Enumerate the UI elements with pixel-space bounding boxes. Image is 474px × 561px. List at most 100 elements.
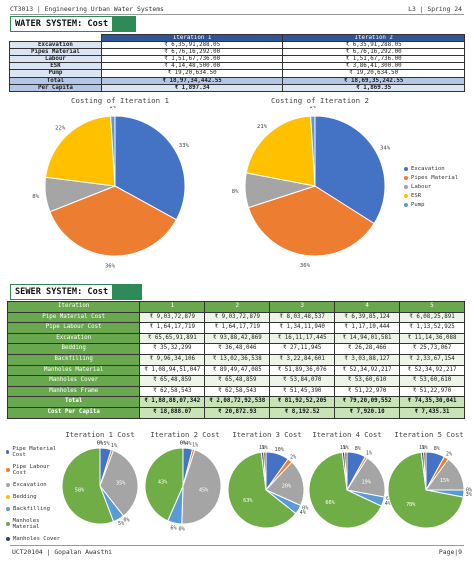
- sewer-column-header: 3: [269, 301, 336, 313]
- water-cell: ₹ 3,86,41,300.00: [282, 62, 465, 71]
- pie-data-label: 1%: [192, 442, 199, 448]
- legend-swatch: [6, 483, 10, 487]
- pie-data-label: 8%: [434, 446, 441, 452]
- pie-slice: [344, 451, 348, 491]
- sewer-row-label: Manholes Frame: [6, 385, 141, 398]
- sewer-pie-2-title: Iteration 2 Cost: [150, 430, 220, 439]
- water-table-header: Iteration 1 Iteration 2: [9, 33, 465, 43]
- sewer-cell: ₹ 35,32,299: [139, 343, 206, 355]
- sewer-cell: ₹ 81,92,52,205: [269, 396, 336, 408]
- sewer-row-label: Pipe Material Cost: [6, 311, 141, 324]
- sewer-pie-1-title: Iteration 1 Cost: [65, 430, 135, 439]
- pie-data-label: 6%: [170, 526, 177, 532]
- legend-entry: Pipes Material: [404, 175, 458, 181]
- legend-swatch: [6, 537, 10, 541]
- water-cell: ₹ 1,51,67,736.00: [100, 55, 284, 64]
- pie-slice: [181, 449, 222, 525]
- sewer-cell: ₹ 11,14,36,088: [399, 332, 465, 345]
- legend-swatch: [404, 194, 408, 198]
- water-cell: ₹ 1,51,67,736.00: [282, 55, 465, 64]
- water-cell: ₹ 19,20,634.50: [282, 69, 465, 78]
- water-pie-2-title: Costing of Iteration 2: [271, 96, 369, 105]
- sewer-cell: ₹ 51,89,36,076: [269, 364, 336, 377]
- pie-data-label: 43%: [158, 479, 168, 485]
- pie-slice: [387, 451, 464, 529]
- legend-entry: Pipe Material Cost: [6, 446, 64, 458]
- table-row: Bedding ₹ 35,32,299 ₹ 36,48,046 ₹ 27,11,945…: [6, 343, 465, 355]
- sewer-cell: ₹ 93,88,42,869: [204, 332, 271, 345]
- pie-data-label: 36%: [300, 263, 311, 269]
- table-row: Manholes Frame ₹ 62,58,543 ₹ 62,58,543 ₹ 51…: [6, 385, 465, 398]
- sewer-row-label: Pipe Labour Cost: [6, 322, 141, 334]
- sewer-pie-chart-4: 8%1%19%0%4%66%1%1%: [308, 445, 393, 529]
- pie-slice: [245, 115, 316, 187]
- pie-data-label: 1%: [422, 445, 429, 451]
- table-row: Labour ₹ 1,51,67,736.00 ₹ 1,51,67,736.00: [9, 55, 465, 64]
- sewer-pie-chart-3: 10%2%20%0%4%63%1%1%: [227, 445, 309, 529]
- sewer-cell: ₹ 9,03,72,879: [204, 311, 271, 324]
- pie-slice: [110, 115, 116, 187]
- legend-swatch: [6, 468, 10, 472]
- table-row: Excavation ₹ 65,65,91,891 ₹ 93,88,42,869 ₹ …: [6, 332, 465, 345]
- water-cell: ₹ 6,76,16,292.00: [100, 48, 284, 57]
- footer-page: Page|9: [438, 548, 462, 556]
- water-cost-table: Iteration 1 Iteration 2 Excavation ₹ 6,35,9…: [9, 33, 465, 92]
- sewer-cell: ₹ 1,13,52,925: [399, 322, 465, 334]
- sewer-cell: ₹ 1,88,88,07,342: [139, 396, 206, 408]
- pie-slice: [346, 457, 386, 498]
- pie-data-label: 63%: [243, 498, 253, 504]
- pie-data-label: 0%: [97, 441, 104, 447]
- water-row-label: Total: [9, 76, 102, 85]
- legend-entry: Backfilling: [6, 506, 64, 512]
- sewer-row-label: Backfilling: [6, 353, 141, 366]
- sewer-cell: ₹ 65,48,859: [204, 375, 271, 387]
- sewer-cell: ₹ 13,02,36,538: [204, 353, 271, 366]
- sewer-row-label: Manholes Material: [6, 364, 141, 377]
- sewer-cost-table: Iteration 1 2 3 4 5 Pipe Material Cost ₹ 9,03,7…: [6, 301, 465, 419]
- sewer-cell: ₹ 14,94,01,581: [334, 332, 401, 345]
- pie-data-label: 0%: [97, 441, 104, 447]
- water-row-label: Pump: [9, 69, 102, 78]
- pie-data-label: 2%: [446, 451, 453, 457]
- legend-label: Excavation: [13, 482, 47, 488]
- water-section-title: WATER SYSTEM: Cost: [11, 17, 113, 31]
- pie-slice: [144, 447, 184, 522]
- table-row: Total ₹ 18,97,34,442.55 ₹ 18,69,35,242.55: [9, 76, 465, 85]
- sewer-cell: ₹ 9,03,72,879: [139, 311, 206, 324]
- legend-entry: Labour: [404, 184, 458, 190]
- pie-data-label: 22%: [55, 126, 66, 132]
- header-divider: [10, 14, 464, 15]
- sewer-cell: ₹ 8,03,48,537: [269, 311, 336, 324]
- pie-data-label: 45%: [199, 487, 209, 493]
- sewer-column-header: 1: [139, 301, 206, 313]
- table-row: Pump ₹ 19,20,634.50 ₹ 19,20,634.50: [9, 69, 465, 78]
- sewer-cell: ₹ 52,34,92,217: [399, 364, 465, 377]
- table-row: Per Capita ₹ 1,897.34 ₹ 1,869.35: [9, 83, 465, 92]
- pie-data-label: 58%: [75, 488, 85, 494]
- sewer-column-header: 4: [334, 301, 401, 313]
- water-column-header: Iteration 2: [282, 33, 465, 43]
- water-row-label: Per Capita: [9, 83, 102, 92]
- sewer-cell: ₹ 1,08,94,51,047: [139, 364, 206, 377]
- pie-data-label: 10%: [274, 447, 284, 453]
- sewer-column-header: 5: [399, 301, 465, 313]
- sewer-cell: ₹ 89,49,47,085: [204, 364, 271, 377]
- pie-slice: [49, 185, 178, 257]
- pie-slice: [247, 185, 375, 257]
- sewer-row-label: Excavation: [6, 332, 141, 345]
- pie-slice: [423, 451, 427, 491]
- sewer-row-label: Cost Per Capita: [6, 406, 141, 419]
- sewer-cell: ₹ 62,58,543: [139, 385, 206, 398]
- sewer-cell: ₹ 2,08,72,92,538: [204, 396, 271, 408]
- legend-swatch: [6, 450, 10, 454]
- pie-data-label: 3%: [466, 492, 473, 498]
- pie-slice: [265, 461, 305, 507]
- legend-entry: Pump: [404, 202, 458, 208]
- sewer-cell: ₹ 52,34,92,217: [334, 364, 401, 377]
- pie-data-label: 1%: [419, 445, 426, 451]
- table-row: Manholes Material ₹ 1,08,94,51,047 ₹ 89,49…: [6, 364, 465, 377]
- legend-label: Pipes Material: [411, 175, 459, 181]
- water-header-blank: [9, 34, 102, 42]
- water-cell: ₹ 18,97,34,442.55: [100, 76, 284, 85]
- pie-data-label: 21%: [257, 124, 268, 130]
